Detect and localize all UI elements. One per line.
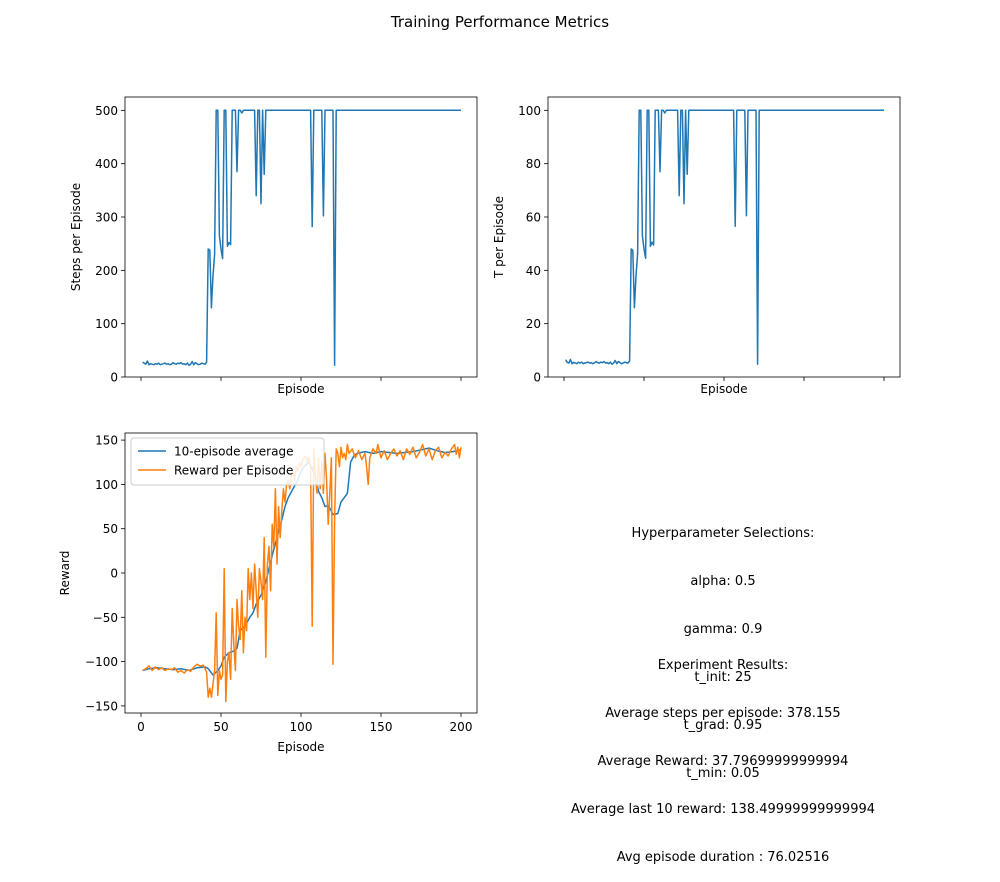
x-tick-label: 50 <box>213 720 228 734</box>
y-tick-label: 0 <box>533 371 541 385</box>
y-tick-label: −150 <box>85 699 118 713</box>
figure-title: Training Performance Metrics <box>390 13 609 31</box>
y-tick-label: 20 <box>526 317 541 331</box>
hyperparameter-t-min: t_min: 0.05 <box>686 766 760 781</box>
y-tick-label: 100 <box>518 104 541 118</box>
legend-entry: Reward per Episode <box>174 464 293 478</box>
y-tick-label: −50 <box>93 611 118 625</box>
axes-frame <box>124 96 478 378</box>
results-avg-last10: Average last 10 reward: 138.499999999999… <box>570 802 876 817</box>
y-tick-label: 60 <box>526 211 541 225</box>
x-tick-label: 200 <box>450 720 473 734</box>
y-tick-label: 0 <box>110 371 118 385</box>
y-tick-label: 80 <box>526 157 541 171</box>
x-axis-label: Episode <box>700 382 747 396</box>
results-panel: Experiment Results: Average steps per ep… <box>560 626 886 882</box>
x-axis-label: Episode <box>277 382 324 396</box>
x-tick-label: 100 <box>290 720 313 734</box>
y-tick-label: 500 <box>95 104 118 118</box>
hyperparameter-t-grad: t_grad: 0.95 <box>683 718 763 733</box>
legend: 10-episode average Reward per Episode <box>130 437 325 486</box>
axes-frame <box>547 96 901 378</box>
hyperparameter-alpha: alpha: 0.5 <box>690 574 756 589</box>
y-axis-label: T per Episode <box>492 196 506 279</box>
hyperparameter-panel: Hyperparameter Selections: alpha: 0.5 ga… <box>560 494 886 798</box>
series-line-0 <box>564 109 884 365</box>
results-heading: Experiment Results: <box>657 658 789 673</box>
y-tick-label: 100 <box>95 478 118 492</box>
series-line-0 <box>142 109 461 367</box>
temperature-subplot: 0 20 40 60 80 100 Episode T per Episode <box>492 96 901 396</box>
results-avg-duration: Avg episode duration : 76.02516 <box>616 850 830 865</box>
x-tick-label: 0 <box>137 720 145 734</box>
y-tick-label: 0 <box>110 567 118 581</box>
steps-subplot: 0 100 200 300 400 500 Episode Steps per Episode <box>69 96 478 396</box>
y-axis-label: Reward <box>58 551 72 596</box>
hyperparameter-gamma: gamma: 0.9 <box>683 622 763 637</box>
y-tick-label: 40 <box>526 264 541 278</box>
y-tick-label: 150 <box>95 434 118 448</box>
hyperparameter-t-init: t_init: 25 <box>694 670 752 685</box>
y-tick-label: 200 <box>95 264 118 278</box>
results-avg-reward: Average Reward: 37.79699999999994 <box>597 754 849 769</box>
legend-entry: 10-episode average <box>174 445 293 459</box>
x-tick-label: 150 <box>370 720 393 734</box>
hyperparameter-heading: Hyperparameter Selections: <box>631 526 815 541</box>
y-tick-label: 100 <box>95 317 118 331</box>
x-axis-label: Episode <box>277 740 324 754</box>
reward-subplot: 0 50 100 150 200 −150 −100 −50 0 50 100 150 Episode R… <box>58 432 478 754</box>
legend-box <box>130 437 325 486</box>
y-tick-label: −100 <box>85 655 118 669</box>
y-tick-label: 50 <box>103 522 118 536</box>
figure: Training Performance Metrics 01002003004… <box>58 13 901 754</box>
y-tick-label: 300 <box>95 211 118 225</box>
y-axis-label: Steps per Episode <box>69 183 83 291</box>
results-avg-steps: Average steps per episode: 378.155 <box>605 706 841 721</box>
y-tick-label: 400 <box>95 157 118 171</box>
